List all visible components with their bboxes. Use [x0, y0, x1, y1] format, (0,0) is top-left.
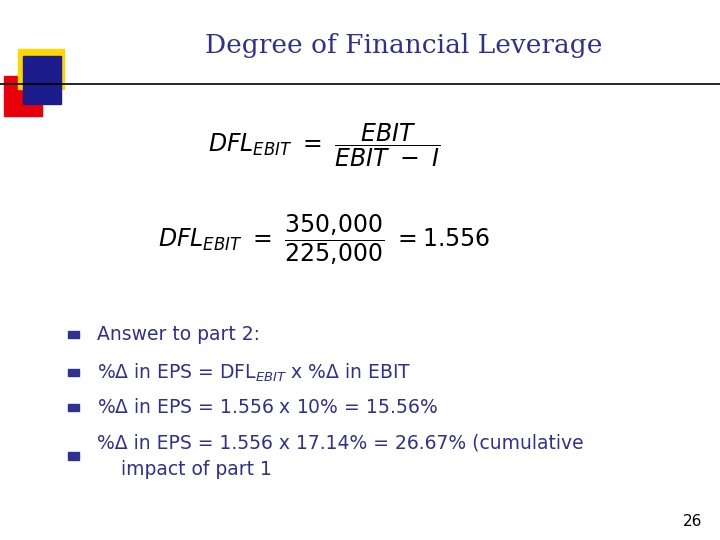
Text: %Δ in EPS = 1.556 x 17.14% = 26.67% (cumulative
    impact of part 1: %Δ in EPS = 1.556 x 17.14% = 26.67% (cum… — [97, 434, 584, 479]
Bar — [68, 453, 78, 460]
Bar — [68, 404, 78, 411]
Text: $\mathit{DFL}_{\mathit{EBIT}}\ =\ \dfrac{\mathit{EBIT}}{\mathit{EBIT}\ -\ \mathi: $\mathit{DFL}_{\mathit{EBIT}}\ =\ \dfrac… — [207, 122, 441, 170]
Bar — [22, 56, 61, 104]
Bar — [68, 369, 78, 376]
Bar — [68, 331, 78, 338]
Text: %$\Delta$ in EPS = 1.556 x 10% = 15.56%: %$\Delta$ in EPS = 1.556 x 10% = 15.56% — [97, 398, 438, 417]
Text: $\mathit{DFL}_{\mathit{EBIT}}\ =\ \dfrac{350{,}000}{225{,}000}\ =1.556$: $\mathit{DFL}_{\mathit{EBIT}}\ =\ \dfrac… — [158, 214, 490, 267]
Text: 26: 26 — [683, 514, 702, 529]
Bar — [18, 49, 64, 89]
Text: Degree of Financial Leverage: Degree of Financial Leverage — [204, 33, 602, 58]
Text: %$\Delta$ in EPS = DFL$_{\mathit{EBIT}}$ x %$\Delta$ in EBIT: %$\Delta$ in EPS = DFL$_{\mathit{EBIT}}$… — [97, 361, 412, 384]
Text: Answer to part 2:: Answer to part 2: — [97, 325, 260, 345]
Bar — [4, 76, 42, 116]
